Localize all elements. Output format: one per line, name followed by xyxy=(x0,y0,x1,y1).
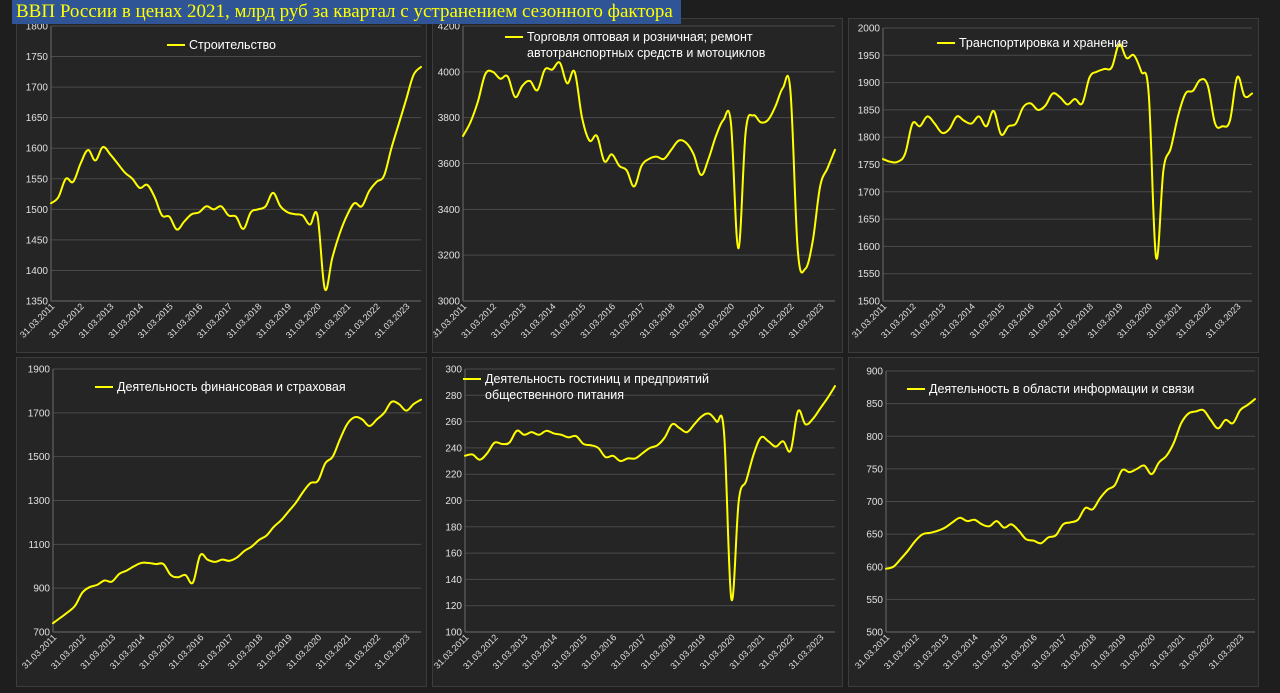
y-tick-label: 4000 xyxy=(438,67,461,78)
y-tick-label: 1700 xyxy=(26,83,49,94)
y-tick-label: 280 xyxy=(445,391,462,402)
y-tick-label: 260 xyxy=(445,417,462,428)
y-tick-label: 650 xyxy=(866,530,883,541)
chart-panel-finance: 700 900 1100 1300 1500 1700 1900 31.03.2011 31.0… xyxy=(16,357,427,687)
y-tick-label: 700 xyxy=(33,628,50,639)
y-tick-label: 3400 xyxy=(438,205,461,216)
y-tick-label: 1450 xyxy=(26,235,49,246)
y-tick-label: 1650 xyxy=(858,215,881,226)
y-tick-label: 2000 xyxy=(858,24,881,35)
y-tick-label: 1800 xyxy=(26,22,49,33)
y-tick-label: 700 xyxy=(866,497,883,508)
series-line-finance xyxy=(52,398,422,625)
y-tick-label: 1900 xyxy=(858,78,881,89)
y-tick-label: 100 xyxy=(445,628,462,639)
y-tick-label: 1500 xyxy=(28,452,51,463)
chart-svg-construction: 1350 1400 1450 1500 1550 1600 1650 1700 1750 1800… xyxy=(18,22,422,340)
y-tick-label: 1800 xyxy=(858,133,881,144)
y-tick-label: 180 xyxy=(445,522,462,533)
legend-label: Деятельность гостиниц и предприятий общес… xyxy=(485,372,709,402)
y-tick-label: 1300 xyxy=(28,496,51,507)
chart-panel-construction: 1350 1400 1450 1500 1550 1600 1650 1700 1750 1800… xyxy=(16,18,427,353)
y-tick-label: 1650 xyxy=(26,113,49,124)
chart-panel-hospitality: 100 120 140 160 180 200 220 240 260 280 300 31.03.2… xyxy=(432,357,843,687)
y-tick-label: 750 xyxy=(866,464,883,475)
series-line-it xyxy=(885,398,1256,570)
chart-svg-hospitality: 10012014016018020022024026028030031.03.2… xyxy=(433,365,836,671)
series-line-hospitality xyxy=(464,385,836,602)
y-tick-label: 1700 xyxy=(858,187,881,198)
y-tick-label: 1550 xyxy=(26,174,49,185)
y-tick-label: 1100 xyxy=(28,540,50,551)
y-tick-label: 500 xyxy=(866,628,883,639)
y-tick-label: 1600 xyxy=(26,144,49,155)
legend-label: Торговля оптовая и розничная; ремонт авто… xyxy=(527,30,766,60)
y-tick-label: 850 xyxy=(866,399,883,410)
y-tick-label: 4200 xyxy=(438,22,461,33)
legend-label: Строительство xyxy=(189,38,276,52)
chart-svg-transport: 1500 1550 1600 1650 1700 1750 1800 1850 1900 1950… xyxy=(850,24,1253,340)
legend-label: Деятельность в области информации и связ… xyxy=(929,382,1194,396)
page-title: ВВП России в ценах 2021, млрд руб за ква… xyxy=(12,0,681,24)
y-tick-label: 300 xyxy=(445,365,462,376)
y-tick-label: 3800 xyxy=(438,113,461,124)
series-line-transport xyxy=(882,43,1253,260)
y-tick-label: 160 xyxy=(445,549,462,560)
y-tick-label: 1600 xyxy=(858,242,881,253)
y-tick-label: 900 xyxy=(866,367,883,378)
series-line-construction xyxy=(50,65,422,292)
y-tick-label: 800 xyxy=(866,432,883,443)
y-tick-label: 240 xyxy=(445,443,462,454)
y-tick-label: 1850 xyxy=(858,105,881,116)
legend-label: Транспортировка и хранение xyxy=(959,36,1128,50)
chart-svg-trade: 300032003400360038004000420031.03.201131… xyxy=(433,22,836,340)
y-tick-label: 1550 xyxy=(858,269,881,280)
y-tick-label: 140 xyxy=(445,575,462,586)
y-tick-label: 900 xyxy=(33,584,50,595)
y-tick-label: 1750 xyxy=(26,52,49,63)
y-tick-label: 3200 xyxy=(438,251,461,262)
y-tick-label: 3600 xyxy=(438,159,461,170)
y-tick-label: 1700 xyxy=(28,408,51,419)
y-tick-label: 1500 xyxy=(26,205,49,216)
y-tick-label: 600 xyxy=(866,562,883,573)
chart-panel-trade: 3000 3200 3400 3600 3800 4000 4200 31.03.2011 31… xyxy=(432,18,843,353)
y-tick-label: 200 xyxy=(445,496,462,507)
chart-svg-it: 50055060065070075080085090031.03.201131.… xyxy=(853,367,1256,671)
y-tick-label: 1750 xyxy=(858,160,881,171)
y-tick-label: 120 xyxy=(445,601,462,612)
y-tick-label: 550 xyxy=(866,595,883,606)
y-tick-label: 1500 xyxy=(858,297,881,308)
chart-panel-it: 500 550 600 650 700 750 800 850 900 31.03.2011 31.… xyxy=(848,357,1259,687)
y-tick-label: 1900 xyxy=(28,365,51,376)
series-line-trade xyxy=(462,61,836,274)
y-tick-label: 3000 xyxy=(438,297,461,308)
y-tick-label: 220 xyxy=(445,470,462,481)
y-tick-label: 1350 xyxy=(26,297,49,308)
chart-svg-finance: 7009001100130015001700190031.03.201131.0… xyxy=(20,365,422,671)
chart-panel-transport: 1500 1550 1600 1650 1700 1750 1800 1850 1900 1950… xyxy=(848,18,1259,353)
legend-label: Деятельность финансовая и страховая xyxy=(117,380,346,394)
y-tick-label: 1400 xyxy=(26,266,49,277)
y-tick-label: 1950 xyxy=(858,51,881,62)
